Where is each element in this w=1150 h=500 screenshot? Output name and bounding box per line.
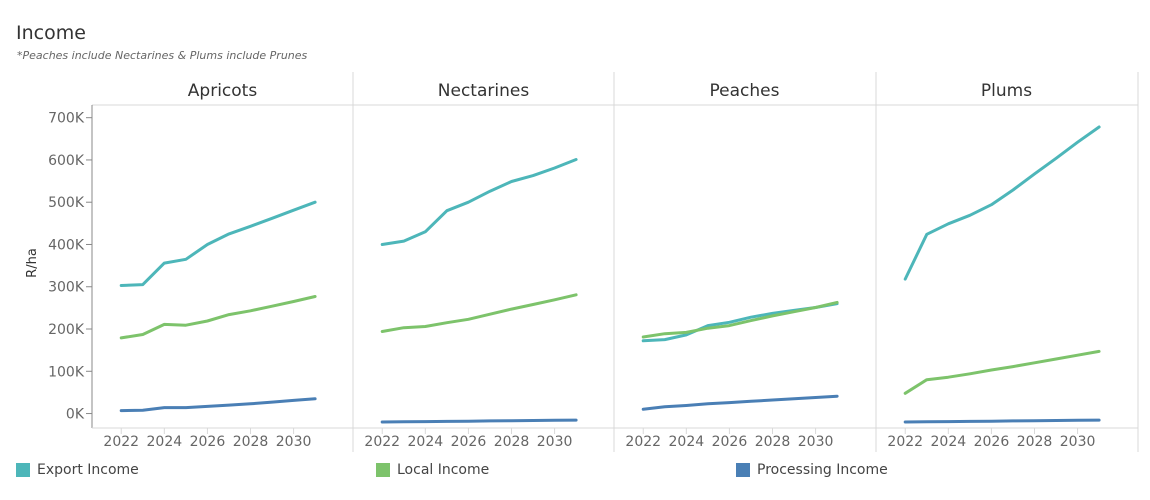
legend-swatch-export: [16, 463, 30, 477]
y-tick-label: 700K: [48, 111, 85, 127]
x-tick-label: 2024: [408, 434, 444, 450]
panel-header-nectarines: Nectarines: [438, 81, 530, 101]
x-tick-label: 2022: [364, 434, 400, 450]
series-line-apricots-local: [119, 295, 317, 340]
x-tick-label: 2028: [1017, 434, 1053, 450]
x-tick-label: 2028: [494, 434, 530, 450]
series-line-nectarines-export: [380, 158, 578, 246]
y-tick-label: 100K: [48, 364, 85, 380]
series-line-nectarines-local: [380, 293, 578, 333]
x-tick-label: 2022: [625, 434, 661, 450]
chart-title: Income: [16, 22, 86, 44]
panel-header-apricots: Apricots: [188, 81, 258, 101]
legend-label-export: Export Income: [37, 462, 139, 478]
series-line-plums-processing: [903, 418, 1101, 424]
panel-header-peaches: Peaches: [710, 81, 780, 101]
legend-label-local: Local Income: [397, 462, 490, 478]
x-tick-label: 2024: [931, 434, 967, 450]
legend-swatch-processing: [736, 463, 750, 477]
y-tick-label: 0K: [66, 407, 85, 423]
series-line-nectarines-processing: [380, 418, 578, 424]
x-tick-label: 2030: [798, 434, 834, 450]
series-line-peaches-local: [641, 300, 839, 339]
x-tick-label: 2024: [669, 434, 705, 450]
x-tick-label: 2024: [147, 434, 183, 450]
y-tick-label: 200K: [48, 322, 85, 338]
legend-item-export[interactable]: Export Income: [16, 462, 139, 478]
y-tick-label: 600K: [48, 153, 85, 169]
y-axis-label: R/ha: [25, 248, 40, 278]
y-tick-label: 500K: [48, 195, 85, 211]
legend-item-processing[interactable]: Processing Income: [736, 462, 888, 478]
y-tick-label: 400K: [48, 237, 85, 253]
series-line-apricots-export: [119, 200, 317, 287]
legend-swatch-local: [376, 463, 390, 477]
legend-item-local[interactable]: Local Income: [376, 462, 489, 478]
x-tick-label: 2026: [190, 434, 226, 450]
series-line-apricots-processing: [119, 397, 317, 413]
x-tick-label: 2030: [276, 434, 312, 450]
x-tick-label: 2028: [755, 434, 791, 450]
x-tick-label: 2026: [451, 434, 487, 450]
series-line-plums-local: [903, 349, 1101, 395]
x-tick-label: 2030: [1060, 434, 1096, 450]
chart-subtitle: *Peaches include Nectarines & Plums incl…: [17, 49, 308, 62]
legend-label-processing: Processing Income: [757, 462, 888, 478]
x-tick-label: 2030: [537, 434, 573, 450]
x-tick-label: 2026: [712, 434, 748, 450]
series-line-peaches-processing: [641, 394, 839, 411]
x-tick-label: 2026: [974, 434, 1010, 450]
panel-header-plums: Plums: [981, 81, 1032, 101]
x-tick-label: 2022: [103, 434, 139, 450]
y-tick-label: 300K: [48, 280, 85, 296]
x-tick-label: 2022: [887, 434, 923, 450]
series-line-plums-export: [903, 125, 1101, 281]
x-tick-label: 2028: [233, 434, 269, 450]
